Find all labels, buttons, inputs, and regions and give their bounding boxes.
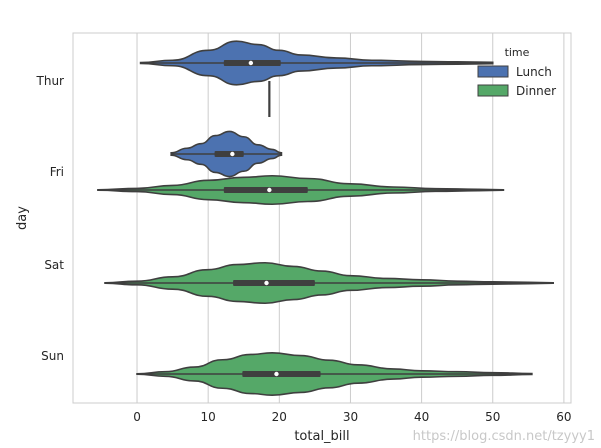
violin-lunch-fri xyxy=(170,130,283,178)
y-tick-label: Sat xyxy=(44,258,64,272)
violin-dinner-fri xyxy=(97,174,505,206)
violin-dinner-sun xyxy=(136,352,533,396)
y-tick-label: Sun xyxy=(41,349,64,363)
legend-title: time xyxy=(505,46,530,59)
violin-median-dot xyxy=(230,151,235,157)
violin-lunch-thur xyxy=(139,40,494,86)
violin-dinner-sat xyxy=(104,261,555,305)
violin-median-dot xyxy=(248,60,254,66)
y-tick-label: Thur xyxy=(36,74,65,88)
legend-label-dinner: Dinner xyxy=(516,84,556,98)
x-tick-label: 0 xyxy=(133,410,141,424)
violin-iqr-box xyxy=(242,371,321,377)
violin-iqr-box xyxy=(223,187,308,193)
x-axis-label: total_bill xyxy=(294,429,349,444)
x-axis-ticks: 0 10 20 30 40 50 60 xyxy=(133,410,571,424)
legend-swatch-lunch xyxy=(477,65,509,78)
x-tick-label: 30 xyxy=(343,410,358,424)
x-tick-label: 20 xyxy=(272,410,287,424)
violin-iqr-box xyxy=(233,280,315,286)
x-tick-label: 60 xyxy=(556,410,571,424)
grid-lines xyxy=(136,33,565,403)
legend-swatch-dinner xyxy=(477,84,509,97)
violins xyxy=(97,40,555,396)
legend: time Lunch Dinner xyxy=(477,46,556,98)
y-tick-label: Fri xyxy=(50,165,64,179)
violin-median-dot xyxy=(267,187,272,193)
x-tick-label: 10 xyxy=(201,410,216,424)
x-tick-label: 50 xyxy=(485,410,500,424)
y-axis-ticks: Thur Fri Sat Sun xyxy=(36,74,65,363)
watermark: https://blog.csdn.net/tzyyy1 xyxy=(412,429,595,444)
x-tick-label: 40 xyxy=(414,410,429,424)
violin-median-dot xyxy=(264,280,269,286)
violin-median-dot xyxy=(274,371,279,377)
violin-iqr-box xyxy=(214,151,244,157)
y-axis-label: day xyxy=(15,206,30,230)
legend-label-lunch: Lunch xyxy=(516,65,552,79)
